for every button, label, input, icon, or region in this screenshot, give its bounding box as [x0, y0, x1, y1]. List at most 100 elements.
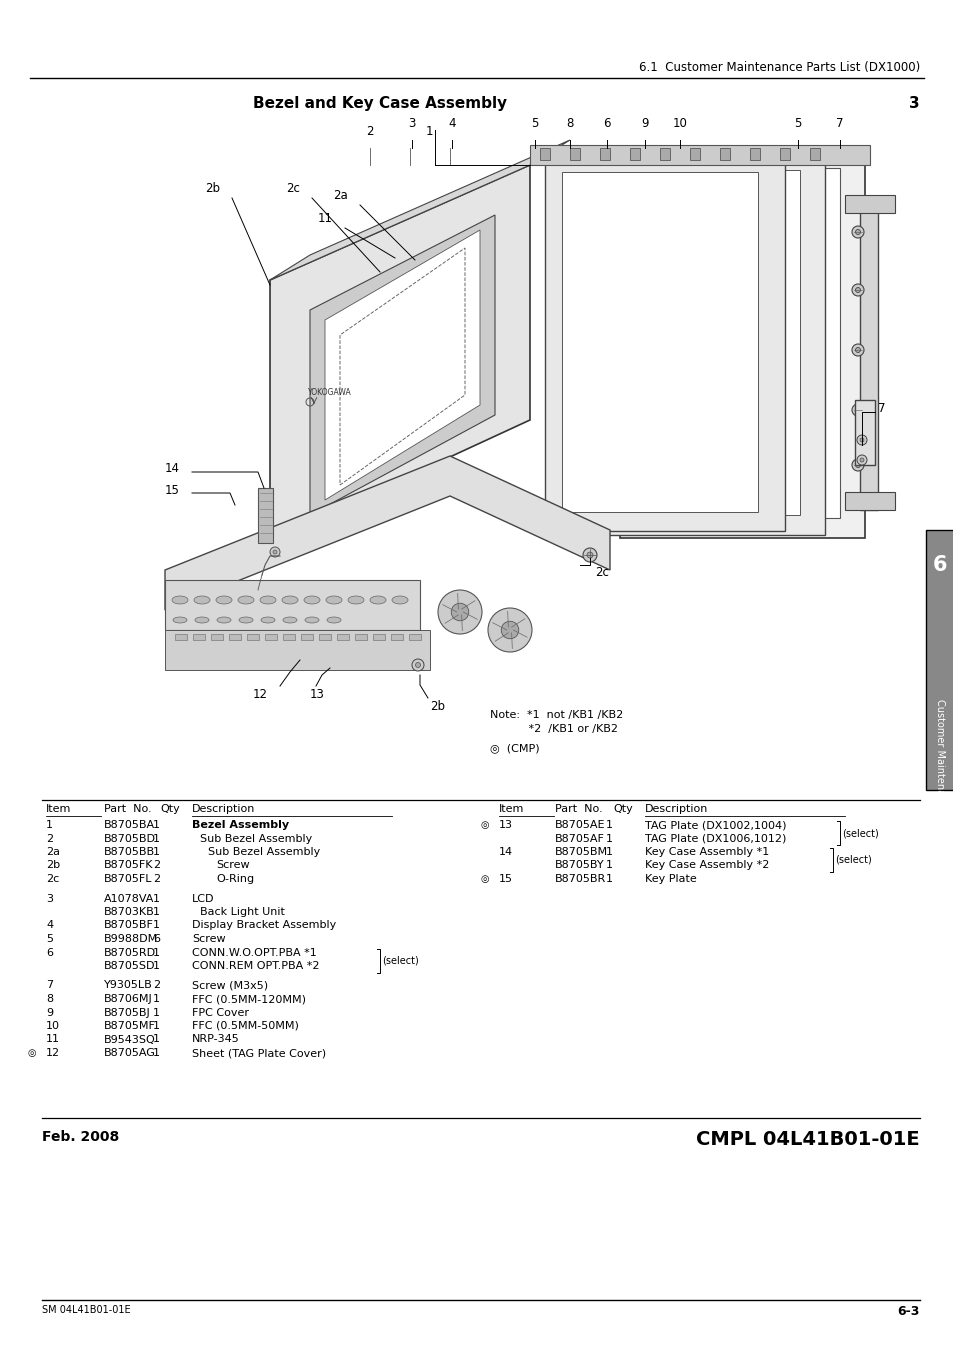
Text: Qty: Qty	[160, 805, 179, 814]
Text: 1: 1	[152, 907, 160, 917]
Text: ◎: ◎	[480, 819, 489, 830]
Text: 15: 15	[165, 483, 180, 497]
Ellipse shape	[327, 617, 340, 622]
Circle shape	[856, 435, 866, 446]
Text: 9: 9	[46, 1007, 53, 1018]
Bar	[539, 148, 550, 161]
Text: 1: 1	[152, 1048, 160, 1058]
Text: B8703KB: B8703KB	[104, 907, 154, 917]
Text: 1: 1	[425, 126, 433, 138]
Text: Feb. 2008: Feb. 2008	[42, 1130, 119, 1143]
Polygon shape	[270, 140, 569, 279]
Ellipse shape	[261, 617, 274, 622]
Text: 1: 1	[152, 1021, 160, 1031]
Text: B8706MJ: B8706MJ	[104, 994, 152, 1004]
Text: Item: Item	[498, 805, 524, 814]
Text: ◎: ◎	[480, 873, 489, 884]
Polygon shape	[310, 215, 495, 514]
Text: 5: 5	[46, 934, 53, 944]
Text: 2: 2	[46, 833, 53, 844]
Ellipse shape	[305, 617, 318, 622]
FancyBboxPatch shape	[579, 150, 824, 535]
Bar	[355, 634, 367, 640]
Text: 2a: 2a	[333, 189, 348, 202]
Text: 2b: 2b	[46, 860, 60, 871]
Text: B8705MF: B8705MF	[104, 1021, 155, 1031]
Text: Screw: Screw	[215, 860, 250, 871]
Text: (select): (select)	[834, 855, 871, 865]
Text: 2: 2	[152, 980, 160, 991]
Text: 3: 3	[908, 96, 919, 111]
Text: (select): (select)	[381, 956, 418, 965]
Circle shape	[416, 663, 420, 667]
Bar	[257, 487, 273, 543]
Text: 11: 11	[46, 1034, 60, 1045]
Bar	[569, 148, 579, 161]
Text: 2c: 2c	[46, 873, 59, 884]
Text: 12: 12	[253, 688, 268, 701]
Text: 2b: 2b	[205, 182, 220, 194]
Text: 1: 1	[605, 833, 613, 844]
Text: B8705BB: B8705BB	[104, 846, 155, 857]
Bar	[283, 634, 294, 640]
Ellipse shape	[194, 617, 209, 622]
Circle shape	[412, 659, 423, 671]
Text: B8705SD: B8705SD	[104, 961, 155, 971]
Text: 2: 2	[152, 860, 160, 871]
Text: 2c: 2c	[286, 182, 299, 194]
Text: Sub Bezel Assembly: Sub Bezel Assembly	[200, 833, 312, 844]
Text: B9988DM: B9988DM	[104, 934, 158, 944]
Bar	[265, 634, 276, 640]
Bar	[530, 144, 869, 165]
Text: 6.1  Customer Maintenance Parts List (DX1000): 6.1 Customer Maintenance Parts List (DX1…	[639, 61, 919, 74]
Text: 10: 10	[672, 117, 687, 130]
Bar	[373, 634, 385, 640]
Ellipse shape	[237, 595, 253, 603]
Text: Screw (M3x5): Screw (M3x5)	[192, 980, 268, 991]
Text: FPC Cover: FPC Cover	[192, 1007, 249, 1018]
Text: TAG Plate (DX1006,1012): TAG Plate (DX1006,1012)	[644, 833, 785, 844]
Text: B8705BJ: B8705BJ	[104, 1007, 151, 1018]
Text: 4: 4	[448, 117, 456, 130]
Bar	[844, 194, 894, 213]
Text: Screw: Screw	[192, 934, 226, 944]
Text: CONN.W.O.OPT.PBA *1: CONN.W.O.OPT.PBA *1	[192, 948, 316, 957]
Text: Sheet (TAG Plate Cover): Sheet (TAG Plate Cover)	[192, 1048, 326, 1058]
FancyBboxPatch shape	[544, 153, 784, 531]
Text: O-Ring: O-Ring	[215, 873, 253, 884]
Bar	[859, 200, 877, 510]
Text: Description: Description	[192, 805, 255, 814]
Bar	[193, 634, 205, 640]
Text: Back Light Unit: Back Light Unit	[200, 907, 285, 917]
Text: B8705BD: B8705BD	[104, 833, 156, 844]
Circle shape	[488, 608, 532, 652]
Circle shape	[859, 458, 863, 462]
Circle shape	[855, 463, 860, 467]
Text: Part  No.: Part No.	[104, 805, 152, 814]
Text: 8: 8	[46, 994, 53, 1004]
Circle shape	[859, 437, 863, 441]
Text: 2c: 2c	[595, 566, 608, 579]
Text: 10: 10	[46, 1021, 60, 1031]
Text: Key Case Assembly *2: Key Case Assembly *2	[644, 860, 768, 871]
Text: 1: 1	[152, 921, 160, 930]
Circle shape	[582, 548, 597, 562]
Text: 1: 1	[605, 819, 613, 830]
Ellipse shape	[304, 595, 319, 603]
Text: 1: 1	[152, 819, 160, 830]
Text: 6-3: 6-3	[897, 1305, 919, 1318]
Bar	[301, 634, 313, 640]
Text: 1: 1	[605, 846, 613, 857]
Text: B8705AF: B8705AF	[555, 833, 604, 844]
Bar	[809, 148, 820, 161]
Text: 11: 11	[317, 212, 333, 225]
Bar	[854, 400, 874, 464]
Ellipse shape	[172, 595, 188, 603]
Ellipse shape	[348, 595, 364, 603]
Circle shape	[851, 459, 863, 471]
Circle shape	[437, 590, 481, 634]
Text: Bezel and Key Case Assembly: Bezel and Key Case Assembly	[253, 96, 507, 111]
Text: B8705BF: B8705BF	[104, 921, 153, 930]
Circle shape	[500, 621, 518, 639]
Text: FFC (0.5MM-50MM): FFC (0.5MM-50MM)	[192, 1021, 298, 1031]
